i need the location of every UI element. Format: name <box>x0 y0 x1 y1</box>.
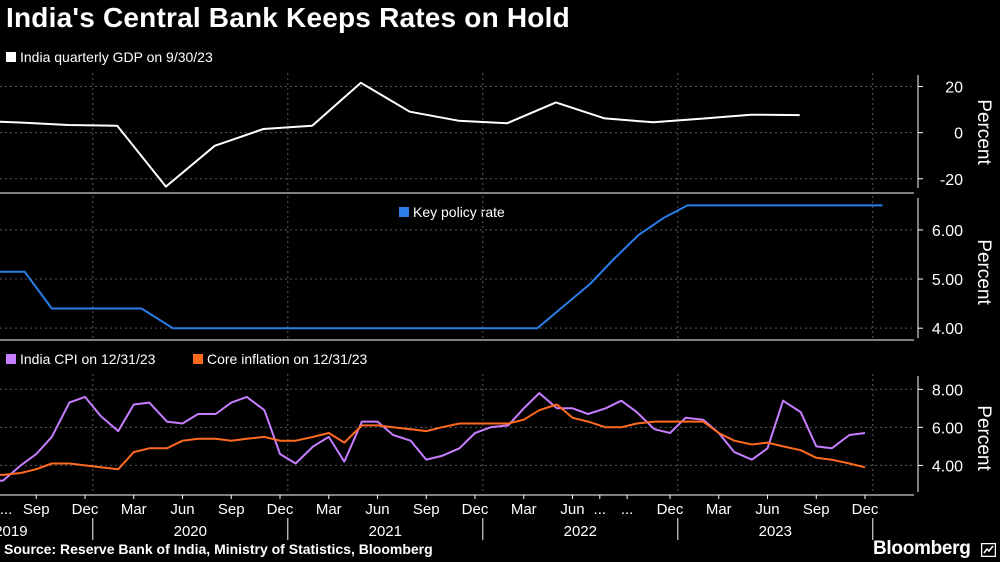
x-month-label: Mar <box>316 501 342 518</box>
x-year-label: 2021 <box>369 523 402 540</box>
core-legend-swatch <box>193 354 203 364</box>
gdp-legend-label: India quarterly GDP on 9/30/23 <box>20 49 213 65</box>
x-month-label: ... <box>621 501 634 518</box>
x-month-label: Sep <box>218 501 245 518</box>
core-legend-label: Core inflation on 12/31/23 <box>207 351 368 367</box>
x-month-label: Mar <box>121 501 147 518</box>
x-month-label: ... <box>594 501 607 518</box>
bloomberg-logo: Bloomberg <box>873 538 971 559</box>
cpi-y-axis-title: Percent <box>973 405 994 471</box>
grid-layer <box>0 73 914 494</box>
x-month-label: Sep <box>23 501 50 518</box>
series-line-india-quarterly-gdp <box>0 81 800 188</box>
x-month-label: Dec <box>852 501 879 518</box>
cpi-legend-swatch <box>6 354 16 364</box>
policy-legend-swatch <box>399 207 409 217</box>
x-month-label: Sep <box>803 501 830 518</box>
y-tick-label: 6.00 <box>932 223 963 240</box>
y-tick-label: 5.00 <box>932 272 963 289</box>
series-layer <box>0 81 883 482</box>
y-tick-label: 8.00 <box>932 382 963 399</box>
x-year-label: 2019 <box>0 523 28 540</box>
gdp-y-axis-title: Percent <box>973 99 994 165</box>
y-tick-label: 6.00 <box>932 420 963 437</box>
x-month-label: Dec <box>657 501 684 518</box>
source-note: Source: Reserve Bank of India, Ministry … <box>4 541 433 557</box>
y-tick-label: 20 <box>945 80 963 97</box>
x-month-label: Jun <box>755 501 779 518</box>
y-tick-label: -20 <box>940 172 963 189</box>
y-tick-label: 4.00 <box>932 458 963 475</box>
axis-layer: 20 0 -20 6.00 5.00 4.00 8.00 6.00 4.00... Sep Dec M… <box>0 75 963 540</box>
x-month-label: Sep <box>413 501 440 518</box>
x-year-label: 2022 <box>564 523 597 540</box>
x-month-label: Dec <box>462 501 489 518</box>
x-month-label: Mar <box>706 501 732 518</box>
x-month-label: Jun <box>365 501 389 518</box>
series-line-key-policy-rate <box>0 204 883 330</box>
x-month-label: Mar <box>511 501 537 518</box>
x-month-label: Dec <box>72 501 99 518</box>
chart-title: India's Central Bank Keeps Rates on Hold <box>6 2 570 33</box>
x-year-label: 2020 <box>174 523 207 540</box>
series-line-core-inflation <box>0 403 866 476</box>
bloomberg-terminal-icon <box>981 543 996 557</box>
cpi-legend-label: India CPI on 12/31/23 <box>20 351 156 367</box>
policy-y-axis-title: Percent <box>973 239 994 305</box>
y-tick-label: 4.00 <box>932 321 963 338</box>
gdp-legend-swatch <box>6 52 16 62</box>
series-line-india-cpi <box>0 392 866 482</box>
policy-legend-label: Key policy rate <box>413 204 505 220</box>
y-tick-label: 0 <box>954 126 963 143</box>
x-year-label: 2023 <box>759 523 792 540</box>
x-month-label: Jun <box>560 501 584 518</box>
x-month-label: Jun <box>170 501 194 518</box>
x-month-label: ... <box>0 501 12 518</box>
x-month-label: Dec <box>267 501 294 518</box>
